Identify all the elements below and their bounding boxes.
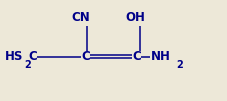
Text: CN: CN (71, 11, 90, 24)
Text: 2: 2 (176, 60, 183, 70)
Text: C: C (133, 50, 142, 63)
Text: NH: NH (151, 50, 171, 63)
Text: 2: 2 (24, 60, 31, 70)
Text: OH: OH (125, 11, 145, 24)
Text: C: C (28, 50, 37, 63)
Text: C: C (82, 50, 91, 63)
Text: HS: HS (5, 50, 23, 63)
